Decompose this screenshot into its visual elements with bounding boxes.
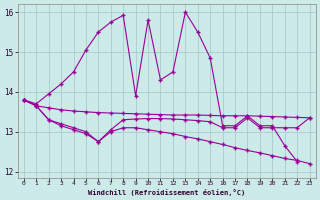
X-axis label: Windchill (Refroidissement éolien,°C): Windchill (Refroidissement éolien,°C) (88, 189, 245, 196)
